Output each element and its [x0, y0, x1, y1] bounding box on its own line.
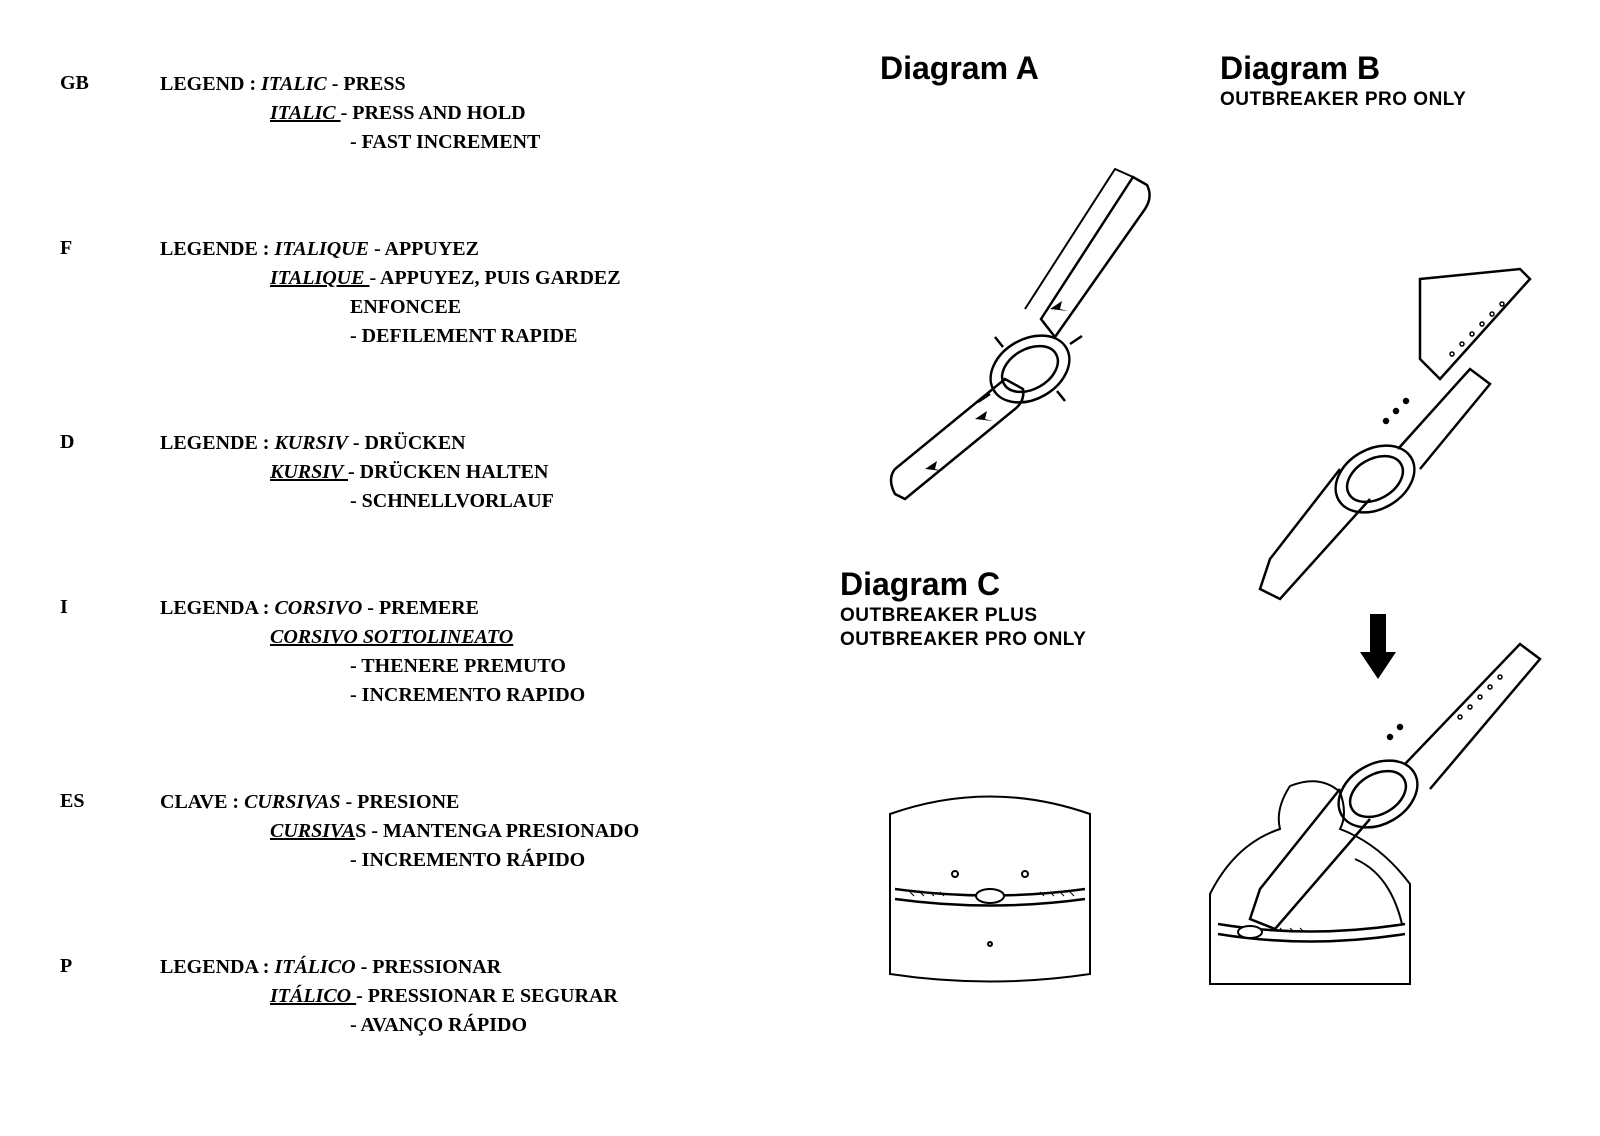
- legend-line: KURSIV - DRÜCKEN HALTEN: [160, 458, 554, 487]
- legend-suffix: - DEFILEMENT RAPIDE: [350, 325, 577, 347]
- legend-suffix: ENFONCEE: [350, 296, 461, 318]
- diagram-c-title: Diagram C: [840, 566, 1190, 603]
- legend-suffix: - PRESIONE: [340, 791, 459, 813]
- legend-suffix: - PRESS AND HOLD: [341, 102, 526, 124]
- legend-line: LEGENDE : ITALIQUE - APPUYEZ: [160, 235, 621, 264]
- legend-block: GBLEGEND : ITALIC - PRESSITALIC - PRESS …: [60, 70, 810, 157]
- legend-line: ITALIQUE - APPUYEZ, PUIS GARDEZ: [160, 264, 621, 293]
- legend-line: CURSIVAS - MANTENGA PRESIONADO: [160, 817, 639, 846]
- diagram-c-subtitle-2: OUTBREAKER PRO ONLY: [840, 629, 1190, 651]
- legend-line: - THENERE PREMUTO: [160, 652, 585, 681]
- language-code: P: [60, 953, 160, 1040]
- legend-styled-term: ITALIQUE: [270, 267, 369, 289]
- legend-styled-term: CURSIVA: [270, 820, 355, 842]
- legend-prefix: LEGEND :: [160, 73, 261, 95]
- diagram-a-title: Diagram A: [880, 50, 1190, 87]
- legend-prefix: LEGENDA :: [160, 597, 274, 619]
- legend-suffix: - APPUYEZ: [369, 238, 479, 260]
- legend-block: ILEGENDA : CORSIVO - PREMERE CORSIVO SOTT…: [60, 594, 810, 710]
- legend-suffix: S - MANTENGA PRESIONADO: [355, 820, 639, 842]
- page: GBLEGEND : ITALIC - PRESSITALIC - PRESS …: [0, 0, 1600, 1136]
- legend-lines: LEGEND : ITALIC - PRESSITALIC - PRESS AN…: [160, 70, 540, 157]
- legend-styled-term: CORSIVO: [274, 597, 362, 619]
- legend-line: LEGENDA : ITÁLICO - PRESSIONAR: [160, 953, 618, 982]
- legend-styled-term: CURSIVAS: [244, 791, 340, 813]
- legend-line: - AVANÇO RÁPIDO: [160, 1011, 618, 1040]
- legend-styled-term: ITALIQUE: [274, 238, 368, 260]
- legend-line: - INCREMENTO RAPIDO: [160, 681, 585, 710]
- language-code: D: [60, 429, 160, 516]
- diagram-column: Diagram A Diagram B OUTBREAKER PRO ONLY: [840, 50, 1560, 1106]
- diagram-c-heading: Diagram C OUTBREAKER PLUS OUTBREAKER PRO…: [840, 566, 1190, 651]
- legend-lines: LEGENDE : KURSIV - DRÜCKENKURSIV - DRÜCK…: [160, 429, 554, 516]
- legend-block: FLEGENDE : ITALIQUE - APPUYEZITALIQUE - …: [60, 235, 810, 351]
- legend-line: LEGENDA : CORSIVO - PREMERE: [160, 594, 585, 623]
- legend-styled-term: KURSIV: [274, 432, 347, 454]
- legend-lines: LEGENDA : CORSIVO - PREMERE CORSIVO SOTTO…: [160, 594, 585, 710]
- legend-styled-term: ITÁLICO: [270, 985, 356, 1007]
- legend-block: DLEGENDE : KURSIV - DRÜCKENKURSIV - DRÜC…: [60, 429, 810, 516]
- diagram-b-heading: Diagram B OUTBREAKER PRO ONLY: [1210, 50, 1560, 111]
- legend-suffix: - PREMERE: [362, 597, 479, 619]
- legend-block: PLEGENDA : ITÁLICO - PRESSIONARITÁLICO -…: [60, 953, 810, 1040]
- legend-styled-term: CORSIVO SOTTOLINEATO: [270, 626, 513, 648]
- legend-styled-term: ITALIC: [270, 102, 341, 124]
- legend-suffix: - AVANÇO RÁPIDO: [350, 1014, 527, 1036]
- diagram-a-illustration: [840, 111, 1190, 566]
- legend-suffix: - INCREMENTO RAPIDO: [350, 684, 585, 706]
- diagram-b-subtitle: OUTBREAKER PRO ONLY: [1220, 89, 1560, 111]
- legend-lines: LEGENDA : ITÁLICO - PRESSIONARITÁLICO - …: [160, 953, 618, 1040]
- legend-prefix: CLAVE :: [160, 791, 244, 813]
- legend-line: - FAST INCREMENT: [160, 128, 540, 157]
- legend-line: ITÁLICO - PRESSIONAR E SEGURAR: [160, 982, 618, 1011]
- language-code: I: [60, 594, 160, 710]
- legend-line: ENFONCEE: [160, 293, 621, 322]
- diagram-c-subtitle-1: OUTBREAKER PLUS: [840, 605, 1190, 627]
- legend-suffix: - INCREMENTO RÁPIDO: [350, 849, 585, 871]
- legend-suffix: - PRESSIONAR E SEGURAR: [356, 985, 618, 1007]
- legend-line: CLAVE : CURSIVAS - PRESIONE: [160, 788, 639, 817]
- legend-column: GBLEGEND : ITALIC - PRESSITALIC - PRESS …: [60, 50, 840, 1106]
- legend-lines: CLAVE : CURSIVAS - PRESIONECURSIVAS - MA…: [160, 788, 639, 875]
- diagram-b-title: Diagram B: [1220, 50, 1560, 87]
- legend-line: ITALIC - PRESS AND HOLD: [160, 99, 540, 128]
- language-code: F: [60, 235, 160, 351]
- legend-line: - SCHNELLVORLAUF: [160, 487, 554, 516]
- legend-styled-term: ITÁLICO: [274, 956, 355, 978]
- legend-block: ESCLAVE : CURSIVAS - PRESIONECURSIVAS - …: [60, 788, 810, 875]
- legend-prefix: LEGENDA :: [160, 956, 274, 978]
- diagram-a-heading: Diagram A: [840, 50, 1190, 111]
- legend-suffix: - THENERE PREMUTO: [350, 655, 566, 677]
- legend-suffix: - DRÜCKEN HALTEN: [348, 461, 548, 483]
- language-code: ES: [60, 788, 160, 875]
- legend-line: CORSIVO SOTTOLINEATO: [160, 623, 585, 652]
- legend-prefix: LEGENDE :: [160, 238, 274, 260]
- legend-line: - DEFILEMENT RAPIDE: [160, 322, 621, 351]
- legend-line: - INCREMENTO RÁPIDO: [160, 846, 639, 875]
- legend-line: LEGENDE : KURSIV - DRÜCKEN: [160, 429, 554, 458]
- legend-prefix: LEGENDE :: [160, 432, 274, 454]
- legend-styled-term: KURSIV: [270, 461, 348, 483]
- legend-suffix: - PRESSIONAR: [356, 956, 502, 978]
- legend-suffix: - FAST INCREMENT: [350, 131, 540, 153]
- language-code: GB: [60, 70, 160, 157]
- legend-styled-term: ITALIC: [261, 73, 327, 95]
- legend-suffix: - SCHNELLVORLAUF: [350, 490, 554, 512]
- diagram-c-illustration: [840, 651, 1560, 1106]
- legend-suffix: - PRESS: [327, 73, 406, 95]
- legend-line: LEGEND : ITALIC - PRESS: [160, 70, 540, 99]
- legend-suffix: - DRÜCKEN: [348, 432, 466, 454]
- legend-lines: LEGENDE : ITALIQUE - APPUYEZITALIQUE - A…: [160, 235, 621, 351]
- legend-suffix: - APPUYEZ, PUIS GARDEZ: [369, 267, 620, 289]
